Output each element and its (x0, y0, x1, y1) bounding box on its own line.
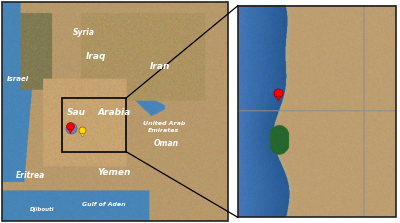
Text: Oman: Oman (154, 139, 178, 148)
Bar (238, 6, 396, 217)
Text: Iran: Iran (150, 62, 170, 71)
Text: Arabia: Arabia (97, 108, 131, 117)
Bar (62, 98, 126, 152)
Text: Gulf of Aden: Gulf of Aden (82, 202, 126, 206)
Text: Eritrea: Eritrea (15, 171, 45, 180)
Text: Emirates: Emirates (148, 128, 180, 133)
Text: Iraq: Iraq (86, 52, 106, 61)
Text: Sau: Sau (66, 108, 86, 117)
Text: Yemen: Yemen (97, 168, 131, 177)
Text: Djibouti: Djibouti (30, 207, 54, 212)
Text: Syria: Syria (73, 28, 95, 37)
Text: United Arab: United Arab (143, 121, 185, 126)
Text: Israel: Israel (7, 76, 29, 82)
Bar (2, 2, 228, 221)
